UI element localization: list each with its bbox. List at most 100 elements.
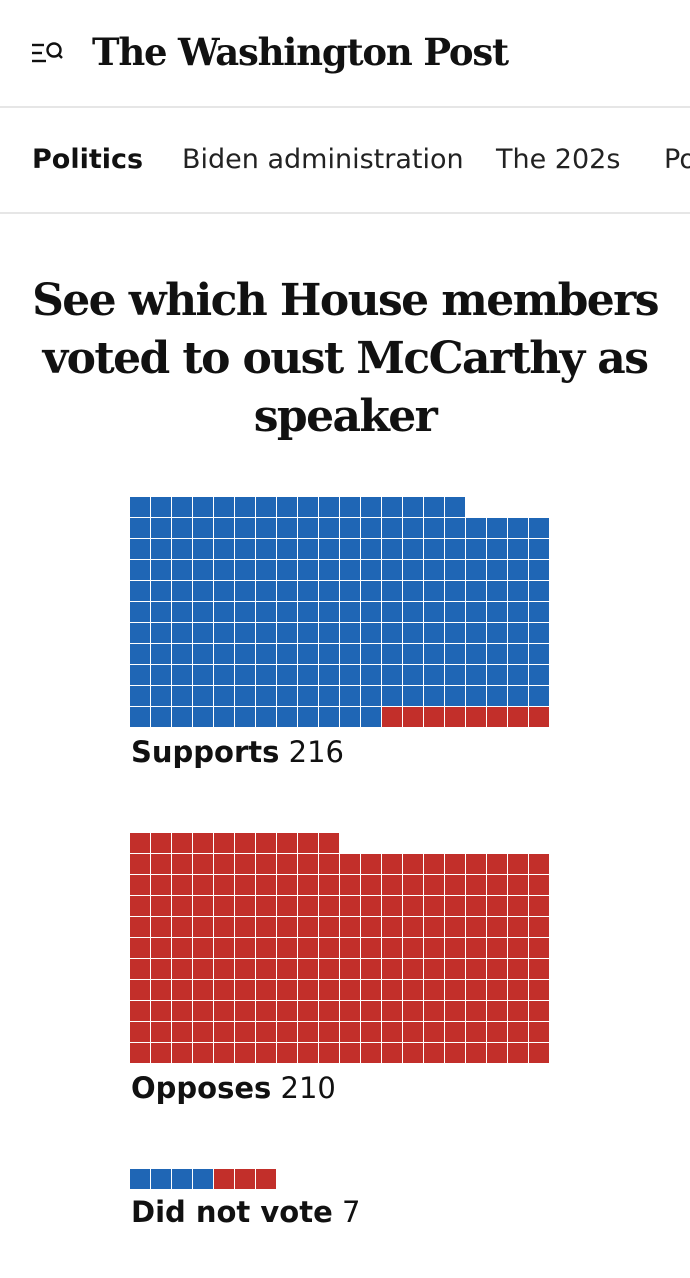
democrat-vote-cell [319,560,339,580]
republican-vote-cell [235,833,255,853]
republican-vote-cell [151,896,171,916]
democrat-vote-cell [466,602,486,622]
republican-vote-cell [151,1001,171,1021]
democrat-vote-cell [151,707,171,727]
democrat-vote-cell [277,560,297,580]
republican-vote-cell [130,917,150,937]
republican-vote-cell [361,1043,381,1063]
site-logo[interactable]: The Washington Post [92,30,509,74]
republican-vote-cell [256,980,276,1000]
republican-vote-cell [277,938,297,958]
democrat-vote-cell [403,602,423,622]
republican-vote-cell [466,854,486,874]
democrat-vote-cell [256,497,276,517]
democrat-vote-cell [382,665,402,685]
democrat-vote-cell [214,644,234,664]
democrat-vote-cell [361,707,381,727]
republican-vote-cell [361,980,381,1000]
republican-vote-cell [172,1001,192,1021]
republican-vote-cell [424,1001,444,1021]
republican-vote-cell [214,980,234,1000]
democrat-vote-cell [130,497,150,517]
republican-vote-cell [424,1022,444,1042]
democrat-vote-cell [382,644,402,664]
republican-vote-cell [256,917,276,937]
republican-vote-cell [340,938,360,958]
democrat-vote-cell [466,539,486,559]
republican-vote-cell [256,854,276,874]
republican-vote-cell [487,938,507,958]
democrat-vote-cell [193,623,213,643]
democrat-vote-cell [319,686,339,706]
democrat-vote-cell [424,518,444,538]
republican-vote-cell [130,896,150,916]
democrat-vote-cell [403,539,423,559]
democrat-vote-cell [340,686,360,706]
republican-vote-cell [172,917,192,937]
nav-item-the-202s[interactable]: The 202s [496,144,621,175]
republican-vote-cell [214,959,234,979]
democrat-vote-cell [382,560,402,580]
republican-vote-cell [277,833,297,853]
republican-vote-cell [403,896,423,916]
republican-vote-cell [151,854,171,874]
democrat-vote-cell [445,602,465,622]
republican-vote-cell [235,875,255,895]
republican-vote-cell [382,1022,402,1042]
democrat-vote-cell [235,581,255,601]
nav-item-biden-administration[interactable]: Biden administration [182,144,464,175]
democrat-vote-cell [256,686,276,706]
republican-vote-cell [130,1022,150,1042]
democrat-vote-cell [277,623,297,643]
republican-vote-cell [424,896,444,916]
republican-vote-cell [361,1001,381,1021]
republican-vote-cell [193,959,213,979]
democrat-vote-cell [340,707,360,727]
democrat-vote-cell [214,560,234,580]
democrat-vote-cell [466,644,486,664]
democrat-vote-cell [235,602,255,622]
republican-vote-cell [235,1169,255,1189]
republican-vote-cell [361,938,381,958]
republican-vote-cell [382,854,402,874]
menu-search-icon[interactable] [30,38,64,68]
democrat-vote-cell [529,560,549,580]
nav-item-truncated[interactable]: Po [664,144,690,175]
democrat-vote-cell [130,644,150,664]
democrat-vote-cell [130,602,150,622]
democrat-vote-cell [382,539,402,559]
republican-vote-cell [466,959,486,979]
democrat-vote-cell [214,602,234,622]
republican-vote-cell [403,980,423,1000]
democrat-vote-cell [487,665,507,685]
democrat-vote-cell [382,602,402,622]
republican-vote-cell [277,980,297,1000]
democrat-vote-cell [151,560,171,580]
republican-vote-cell [361,896,381,916]
democrat-vote-cell [319,623,339,643]
democrat-vote-cell [361,581,381,601]
republican-vote-cell [214,1022,234,1042]
republican-vote-cell [151,917,171,937]
democrat-vote-cell [319,581,339,601]
republican-vote-cell [319,1043,339,1063]
democrat-vote-cell [529,623,549,643]
nav-item-politics[interactable]: Politics [32,144,144,175]
republican-vote-cell [340,917,360,937]
democrat-vote-cell [130,1169,150,1189]
democrat-vote-cell [361,665,381,685]
republican-vote-cell [256,1001,276,1021]
democrat-vote-cell [487,560,507,580]
republican-vote-cell [130,833,150,853]
republican-vote-cell [445,896,465,916]
democrat-vote-cell [214,665,234,685]
republican-vote-cell [151,1022,171,1042]
republican-vote-cell [529,875,549,895]
republican-vote-cell [340,1043,360,1063]
republican-vote-cell [235,854,255,874]
democrat-vote-cell [487,518,507,538]
democrat-vote-cell [172,707,192,727]
group-label-did-not-vote: Did not vote 7 [131,1194,360,1230]
republican-vote-cell [319,938,339,958]
republican-vote-cell [529,707,549,727]
